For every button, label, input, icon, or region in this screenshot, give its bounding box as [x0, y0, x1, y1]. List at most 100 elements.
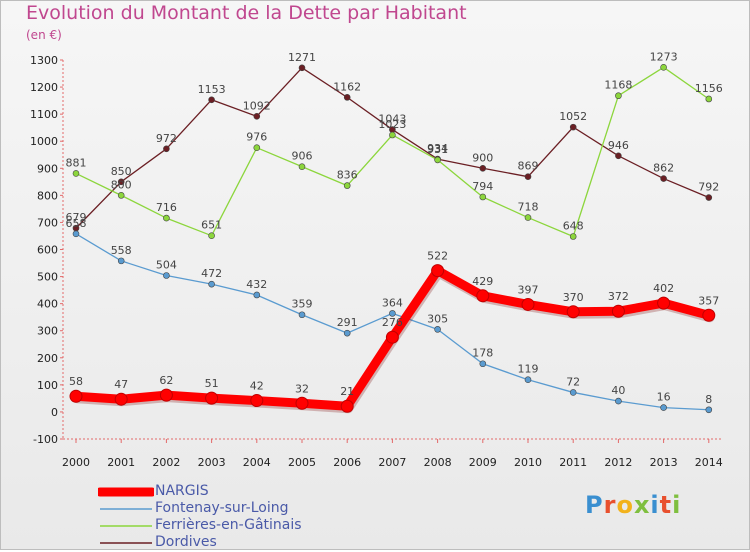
data-label-fontenay-sur-loing: 558	[111, 244, 132, 257]
data-label-nargis: 370	[563, 291, 584, 304]
data-label-fontenay-sur-loing: 364	[382, 296, 403, 309]
data-point-ferrieres-en-gatinais	[117, 192, 125, 199]
data-label-dordives: 1052	[559, 110, 587, 123]
data-point-fontenay-sur-loing	[615, 397, 622, 405]
data-point-dordives	[208, 96, 215, 104]
y-tick-label: -100	[33, 433, 58, 446]
data-label-dordives: 934	[427, 142, 448, 155]
data-point-dordives	[705, 194, 713, 201]
data-label-ferrieres-en-gatinais: 718	[518, 201, 539, 214]
logo-letter: r	[603, 491, 617, 519]
data-label-nargis: 62	[159, 374, 173, 387]
data-label-fontenay-sur-loing: 178	[472, 347, 493, 360]
data-label-dordives: 679	[66, 211, 87, 224]
data-label-ferrieres-en-gatinais: 800	[111, 178, 132, 191]
data-label-fontenay-sur-loing: 119	[518, 363, 539, 376]
data-point-nargis	[657, 296, 671, 310]
data-point-dordives	[479, 164, 487, 172]
data-label-nargis: 32	[295, 382, 309, 395]
data-point-nargis	[250, 394, 264, 408]
data-label-fontenay-sur-loing: 16	[657, 391, 671, 404]
data-label-fontenay-sur-loing: 359	[292, 298, 313, 311]
y-tick-label: 1100	[30, 108, 58, 121]
y-tick-label: 700	[37, 216, 58, 229]
legend-label-nargis: NARGIS	[155, 483, 209, 499]
data-point-ferrieres-en-gatinais	[569, 233, 577, 240]
logo-letter: i	[650, 491, 660, 519]
data-label-fontenay-sur-loing: 658	[66, 217, 87, 230]
y-tick-label: 0	[51, 406, 58, 419]
data-label-ferrieres-en-gatinais: 794	[472, 180, 493, 193]
x-tick-label: 2011	[559, 456, 587, 469]
data-label-nargis: 276	[382, 316, 403, 329]
y-tick-label: 800	[37, 189, 58, 202]
data-point-fontenay-sur-loing	[660, 404, 667, 411]
data-label-fontenay-sur-loing: 40	[611, 384, 625, 397]
data-point-fontenay-sur-loing	[208, 280, 215, 288]
data-label-ferrieres-en-gatinais: 648	[563, 220, 584, 233]
data-point-fontenay-sur-loing	[389, 310, 396, 317]
legend-swatch-fontenay	[100, 508, 152, 510]
data-label-nargis: 51	[205, 377, 219, 390]
data-label-dordives: 972	[156, 132, 177, 145]
logo-letter: P	[585, 491, 604, 519]
data-label-dordives: 1162	[333, 80, 361, 93]
y-tick-label: 1300	[30, 54, 58, 67]
data-point-fontenay-sur-loing	[705, 406, 713, 414]
data-label-ferrieres-en-gatinais: 976	[246, 131, 267, 144]
data-point-nargis	[205, 391, 219, 405]
data-label-nargis: 42	[250, 380, 264, 393]
data-point-fontenay-sur-loing	[298, 311, 306, 319]
legend-swatch-dordives	[100, 542, 152, 544]
proxiti-logo: Proxiti	[585, 491, 681, 519]
data-label-fontenay-sur-loing: 8	[705, 393, 712, 406]
data-point-dordives	[569, 123, 577, 131]
data-label-fontenay-sur-loing: 291	[337, 316, 358, 329]
data-point-fontenay-sur-loing	[117, 257, 125, 265]
data-point-nargis	[702, 308, 716, 322]
x-tick-label: 2003	[198, 456, 226, 469]
x-tick-label: 2007	[378, 456, 406, 469]
data-point-ferrieres-en-gatinais	[343, 182, 351, 189]
data-label-ferrieres-en-gatinais: 1273	[650, 50, 678, 63]
legend-swatch-nargis	[98, 487, 154, 497]
data-point-nargis	[385, 330, 399, 344]
data-label-ferrieres-en-gatinais: 931	[427, 143, 448, 156]
data-label-dordives: 869	[518, 160, 539, 173]
data-point-ferrieres-en-gatinais	[479, 193, 487, 201]
legend-label-ferrieres: Ferrières-en-Gâtinais	[155, 517, 302, 533]
legend-label-dordives: Dordives	[155, 534, 217, 550]
data-point-ferrieres-en-gatinais	[163, 214, 170, 222]
data-point-nargis	[566, 305, 580, 319]
data-label-dordives: 1043	[378, 113, 406, 126]
data-point-ferrieres-en-gatinais	[72, 170, 80, 177]
x-tick-label: 2004	[243, 456, 271, 469]
data-point-nargis	[340, 399, 354, 413]
y-tick-label: 900	[37, 162, 58, 175]
x-tick-label: 2000	[62, 456, 90, 469]
data-point-ferrieres-en-gatinais	[705, 95, 713, 103]
data-point-fontenay-sur-loing	[72, 230, 80, 238]
data-point-ferrieres-en-gatinais	[434, 156, 441, 164]
data-point-dordives	[298, 64, 306, 72]
data-point-dordives	[253, 113, 261, 120]
data-point-ferrieres-en-gatinais	[615, 92, 622, 100]
logo-letter: x	[633, 491, 651, 519]
data-label-ferrieres-en-gatinais: 716	[156, 201, 177, 214]
data-point-dordives	[660, 175, 667, 182]
data-label-nargis: 21	[340, 385, 354, 398]
data-point-nargis	[295, 396, 309, 410]
y-tick-label: 100	[37, 379, 58, 392]
x-tick-label: 2014	[695, 456, 723, 469]
data-point-fontenay-sur-loing	[434, 326, 441, 333]
data-labels: 679 850 972 1153 1092 1271 1162 1043 934 900 869 10…	[66, 50, 723, 405]
data-label-dordives: 862	[653, 162, 674, 175]
chart-unit: (en €)	[26, 28, 62, 42]
data-point-ferrieres-en-gatinais	[253, 144, 261, 152]
legend-label-fontenay: Fontenay-sur-Loing	[155, 500, 289, 516]
data-point-fontenay-sur-loing	[569, 389, 577, 396]
data-label-nargis: 522	[427, 250, 448, 263]
data-point-fontenay-sur-loing	[524, 376, 532, 384]
data-point-dordives	[117, 178, 125, 186]
